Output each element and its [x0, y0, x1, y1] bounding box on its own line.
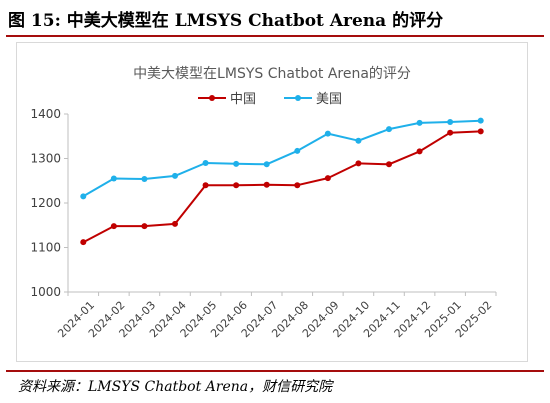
data-point [386, 161, 392, 168]
legend-label: 中国 [230, 92, 256, 107]
data-point [477, 128, 484, 135]
source-divider [6, 370, 544, 372]
data-point [324, 175, 331, 182]
y-tick-label: 1400 [30, 107, 61, 121]
data-point [110, 223, 117, 230]
axes: 100011001200130014002024-012024-022024-0… [30, 107, 497, 340]
data-point [294, 147, 301, 154]
data-point [263, 181, 270, 188]
data-point [202, 182, 209, 189]
data-point [416, 119, 423, 126]
data-point [324, 130, 331, 137]
y-tick-label: 1100 [30, 241, 61, 255]
data-point [447, 129, 454, 136]
data-point [172, 220, 178, 227]
data-point [141, 175, 148, 182]
data-point [172, 172, 178, 179]
data-point [233, 182, 240, 189]
legend-marker [295, 95, 301, 101]
chart-title: 中美大模型在LMSYS Chatbot Arena的评分 [133, 66, 411, 82]
data-point [447, 119, 454, 126]
series-line-china [82, 130, 481, 244]
y-tick-label: 1200 [30, 196, 61, 210]
series-group [80, 117, 484, 246]
data-point [386, 126, 392, 133]
y-tick-label: 1000 [30, 285, 61, 299]
data-point [263, 161, 270, 168]
legend-marker [209, 95, 215, 101]
data-point [80, 239, 87, 246]
legend-label: 美国 [316, 92, 342, 107]
data-point [141, 223, 148, 230]
data-point [80, 193, 87, 200]
figure-title: 图 15: 中美大模型在 LMSYS Chatbot Arena 的评分 [8, 11, 444, 31]
data-point [202, 159, 209, 166]
title-divider [6, 35, 544, 37]
source-note: 资料来源：LMSYS Chatbot Arena，财信研究院 [18, 379, 333, 395]
data-point [110, 175, 117, 182]
data-point [477, 117, 484, 124]
data-point [233, 160, 240, 167]
chart-frame [16, 42, 528, 362]
data-point [416, 148, 423, 155]
data-point [355, 137, 362, 144]
legend: 中国 美国 [198, 92, 342, 107]
data-point [355, 160, 362, 167]
y-tick-label: 1300 [30, 152, 61, 166]
series-line-usa [82, 119, 481, 198]
data-point [294, 182, 301, 189]
